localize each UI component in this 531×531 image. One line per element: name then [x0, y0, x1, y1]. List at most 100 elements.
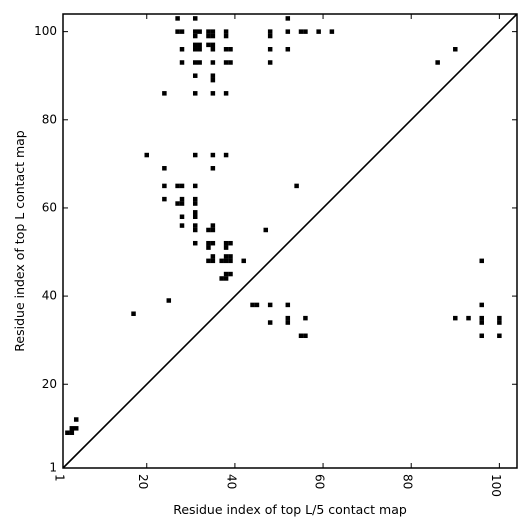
contact-cell-top-l5: [497, 320, 502, 325]
contact-cell-top-l5: [479, 302, 484, 308]
contact-cell-top-l: [285, 29, 291, 34]
contact-cell-top-l5: [69, 426, 75, 431]
contact-cell-top-l: [210, 166, 216, 171]
contact-cell-top-l5: [497, 315, 502, 321]
contact-cell-top-l: [179, 201, 185, 206]
contact-cell-top-l: [192, 42, 198, 48]
contact-cell-top-l: [179, 47, 185, 52]
contact-cell-top-l: [267, 29, 273, 34]
contact-cell-top-l: [223, 91, 229, 96]
contact-cell-top-l: [179, 29, 185, 34]
contact-cell-top-l: [192, 201, 198, 206]
contact-cell-top-l: [206, 240, 211, 246]
contact-cell-top-l: [210, 91, 216, 96]
contact-cell-top-l: [210, 47, 216, 52]
contact-cell-top-l5: [166, 298, 172, 303]
contact-cell-top-l5: [285, 302, 291, 308]
contact-cell-top-l: [210, 33, 216, 39]
contact-cell-top-l: [267, 47, 273, 52]
contact-cell-top-l: [210, 152, 216, 158]
contact-cell-top-l: [179, 196, 185, 202]
contact-cell-top-l: [223, 60, 229, 65]
contact-cell-top-l: [219, 258, 224, 264]
contact-cell-top-l: [192, 91, 198, 96]
contact-cell-top-l: [192, 152, 198, 158]
contact-cell-top-l: [192, 210, 198, 215]
contact-cell-top-l: [192, 60, 198, 65]
x-axis-ticks: 1 20 40 60 80 100: [53, 14, 503, 497]
contact-cell-top-l: [210, 254, 216, 259]
contact-cell-top-l: [206, 227, 211, 233]
contact-cell-top-l: [228, 47, 233, 52]
contact-cell-top-l: [228, 240, 233, 246]
contact-cell-top-l: [223, 47, 229, 52]
contact-cell-top-l5: [250, 302, 255, 308]
contact-cell-top-l: [192, 214, 198, 220]
contact-cell-top-l: [267, 60, 273, 65]
contact-cell-top-l5: [479, 320, 484, 325]
contact-cell-top-l: [210, 240, 216, 246]
contact-cell-top-l: [179, 223, 185, 228]
contact-cell-top-l: [206, 258, 211, 264]
x-tick-label: 60: [313, 474, 327, 489]
contact-cell-top-l: [197, 60, 202, 65]
contact-cell-top-l5: [497, 333, 502, 339]
contact-cell-top-l: [179, 60, 185, 65]
contact-cell-top-l: [435, 60, 440, 65]
y-tick-label: 20: [42, 377, 57, 391]
contact-cell-top-l: [206, 29, 211, 34]
contact-cell-top-l: [175, 29, 180, 34]
x-tick-label: 20: [136, 474, 150, 489]
contact-cell-top-l5: [73, 426, 79, 431]
contact-cell-top-l5: [479, 315, 484, 321]
contact-cell-top-l: [144, 152, 149, 158]
contact-cell-top-l: [298, 29, 304, 34]
y-tick-label: 40: [42, 289, 57, 303]
contact-cell-top-l5: [479, 333, 484, 339]
contact-cell-top-l: [223, 271, 229, 277]
contact-cell-top-l: [223, 152, 229, 158]
contact-cell-top-l5: [479, 258, 484, 264]
contact-cell-top-l: [223, 29, 229, 34]
contact-cell-top-l: [294, 183, 299, 189]
contact-cell-top-l: [192, 73, 198, 78]
contact-cell-top-l5: [267, 320, 273, 325]
contact-cell-top-l: [162, 196, 167, 202]
contact-cell-top-l: [192, 183, 198, 189]
contact-cell-top-l: [223, 254, 229, 259]
contact-cell-top-l5: [303, 333, 308, 339]
contact-cell-top-l: [223, 245, 229, 250]
y-tick-label: 100: [34, 24, 57, 38]
contact-cell-top-l: [210, 77, 216, 83]
contact-cell-top-l: [206, 42, 211, 48]
diagonal-line: [62, 13, 518, 469]
contact-cell-top-l: [192, 16, 198, 21]
contact-cell-top-l: [223, 33, 229, 39]
contact-cell-top-l: [210, 29, 216, 34]
contact-cell-top-l: [285, 16, 291, 21]
contact-cell-top-l: [210, 42, 216, 48]
contact-cell-top-l: [210, 73, 216, 78]
contact-cell-top-l: [228, 258, 233, 264]
contact-cell-top-l: [210, 227, 216, 233]
contact-cell-top-l: [192, 33, 198, 39]
x-tick-label: 1: [53, 474, 67, 482]
contact-cell-top-l: [192, 29, 198, 34]
contact-cell-top-l: [162, 183, 167, 189]
contact-cell-top-l: [162, 166, 167, 171]
contact-cell-top-l: [162, 91, 167, 96]
contact-cell-top-l: [303, 29, 308, 34]
contact-cell-top-l: [192, 240, 198, 246]
contact-cell-top-l5: [131, 311, 136, 316]
contact-cell-top-l5: [285, 320, 291, 325]
x-tick-label: 100: [489, 474, 503, 497]
contact-cell-top-l: [241, 258, 246, 264]
y-tick-label: 1: [49, 461, 57, 475]
contact-cell-top-l: [192, 196, 198, 202]
contact-cell-top-l5: [303, 315, 308, 321]
contact-cell-top-l: [210, 60, 216, 65]
contact-cell-top-l: [329, 29, 335, 34]
contact-cell-top-l: [267, 33, 273, 39]
contact-cell-top-l5: [466, 315, 471, 321]
